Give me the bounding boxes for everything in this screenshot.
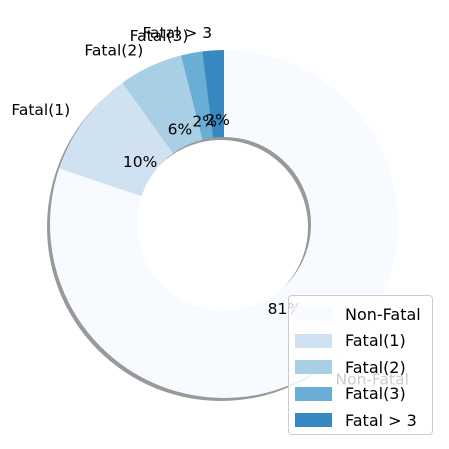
legend-label: Fatal > 3 [345,410,417,430]
legend-label: Fatal(2) [345,357,406,377]
legend-label: Non-Fatal [345,304,421,324]
slice-fatal-2 [122,55,203,154]
slice-fatal-3 [181,51,214,140]
legend-item-non-fatal: Non-Fatal [295,301,426,328]
legend-swatch [295,333,332,348]
legend-item-fatal-2: Fatal(2) [295,354,426,381]
pct-label-fatal-3: 2% [205,111,230,129]
pct-label-fatal-1: 10% [123,153,157,171]
slice-label-fatal-3: Fatal > 3 [143,24,213,42]
legend-item-fatal-3: Fatal(3) [295,381,426,408]
pct-label-fatal-2: 6% [168,120,193,138]
slice-label-fatal-2: Fatal(2) [84,41,143,59]
legend-label: Fatal(3) [345,384,406,404]
legend-swatch [295,386,332,401]
legend-label: Fatal(1) [345,331,406,351]
legend-swatch [295,413,332,428]
slice-label-fatal-3: Fatal(3) [130,27,189,45]
legend-swatch [295,307,332,322]
legend-item-fatal-1: Fatal(1) [295,328,426,355]
legend: Non-Fatal Fatal(1) Fatal(2) Fatal(3) Fat… [288,295,433,435]
legend-swatch [295,360,332,375]
slice-label-fatal-1: Fatal(1) [11,101,70,119]
slice-fatal-1 [59,82,174,197]
pct-label-fatal-3: 2% [192,112,217,130]
slice-fatal-3 [202,50,224,138]
legend-item-fatal-gt-3: Fatal > 3 [295,407,426,434]
